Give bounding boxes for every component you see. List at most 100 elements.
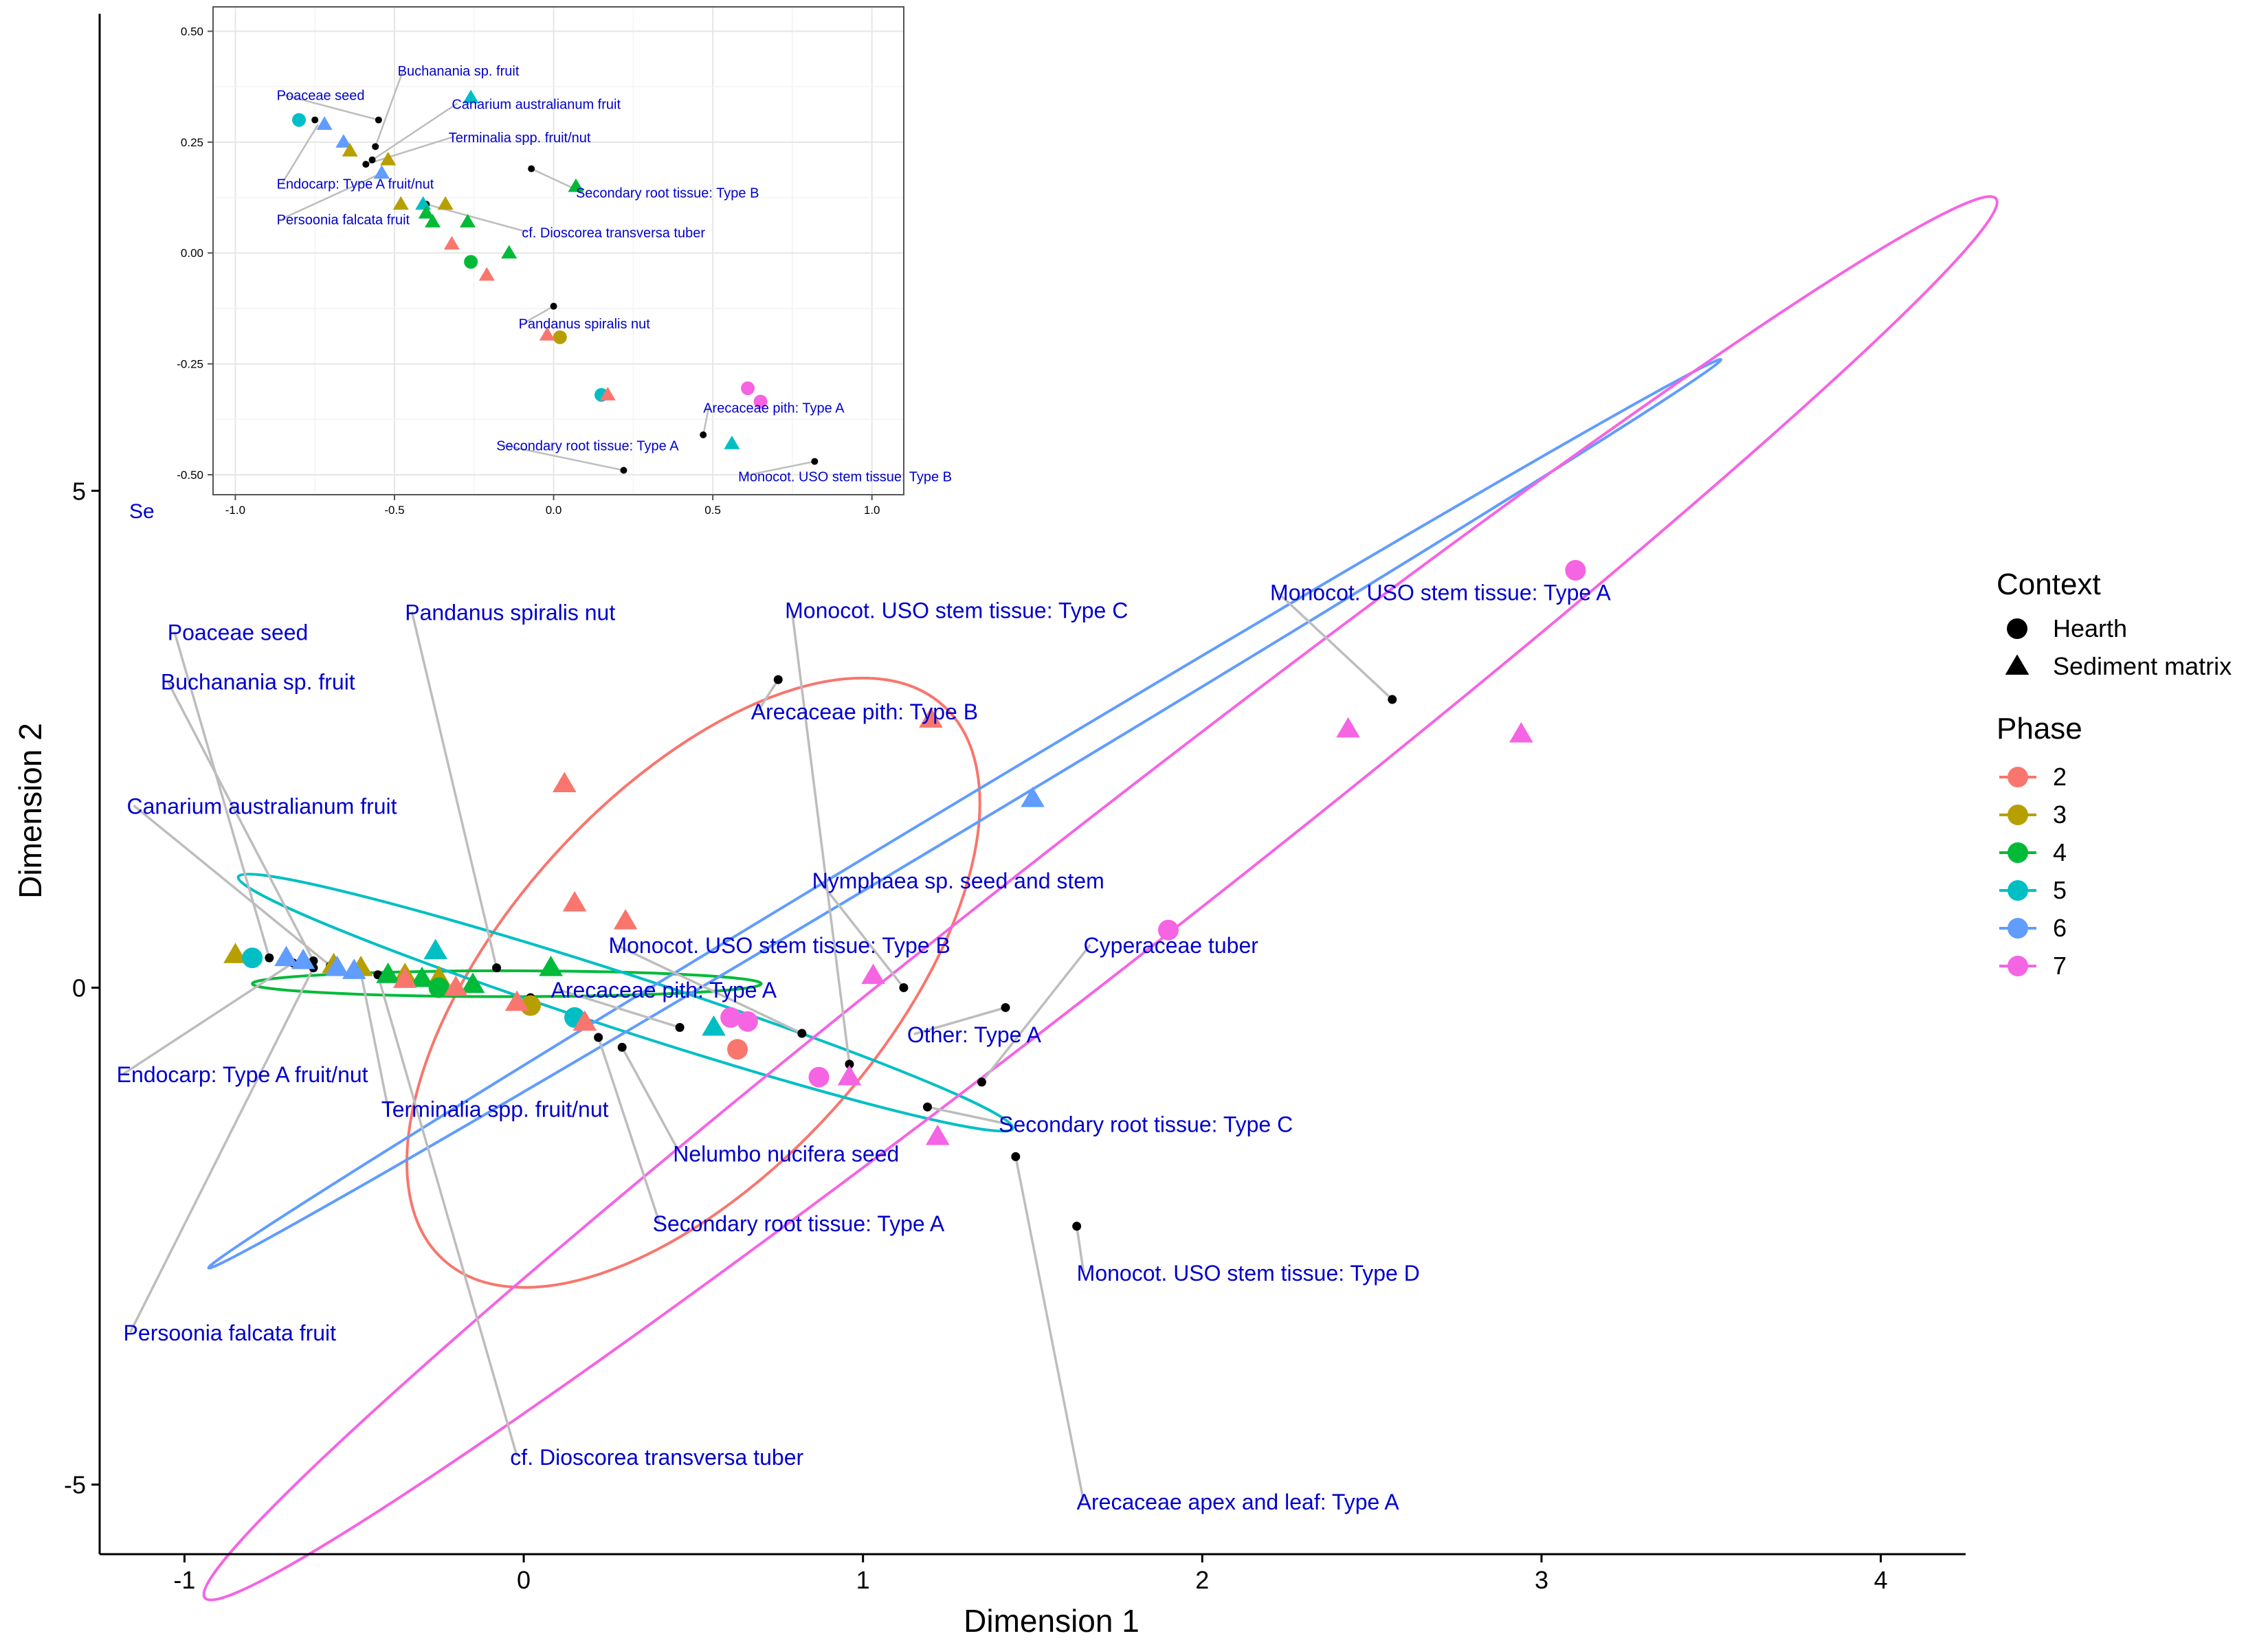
inset-point-triangle-phase-6-1 (316, 116, 333, 131)
inset-data-points (292, 89, 768, 449)
confidence-ellipses (202, 195, 1999, 1602)
inset-label-pandanus-spiralis-nut: Pandanus spiralis nut (519, 317, 651, 332)
point-triangle-phase-7-36 (1336, 717, 1360, 738)
inset-point-circle-phase-3-18 (553, 330, 567, 344)
inset-y-tick-label: 0.50 (181, 25, 203, 38)
inset-hearth-dot-5 (528, 165, 535, 172)
legend-item-phase-7: 7 (2053, 952, 2067, 980)
data-points (223, 560, 1586, 1145)
hearth-dot-14 (675, 1022, 685, 1032)
legend-item-hearth: Hearth (2053, 614, 2127, 642)
inset-hearth-dot-1 (375, 116, 382, 124)
legend-item-phase-2: 2 (2053, 763, 2067, 791)
inset-point-triangle-phase-5-6 (463, 89, 479, 104)
inset-point-circle-phase-7-22 (741, 381, 755, 396)
legend-phase-title: Phase (1997, 712, 2082, 745)
leader-pandanus-spiralis-nut (410, 611, 498, 968)
y-tick-label: 5 (72, 477, 86, 505)
point-circle-phase-5-6 (242, 947, 263, 969)
inset-x-tick-label: 0.5 (704, 504, 721, 517)
inset-label-monocot-uso-stem-tissue-type-b: Monocot. USO stem tissue: Type B (738, 470, 952, 485)
label-monocot-uso-stem-tissue-type-b: Monocot. USO stem tissue: Type B (608, 933, 950, 958)
inset-y-tick-label: 0.00 (181, 247, 203, 260)
label-nymphaea-sp-seed-and-stem: Nymphaea sp. seed and stem (812, 868, 1104, 893)
label-endocarp-type-a-fruit-nut: Endocarp: Type A fruit/nut (117, 1062, 368, 1087)
inset-hearth-dot-3 (362, 161, 370, 168)
legend-key-sediment-matrix (2005, 654, 2030, 675)
point-triangle-phase-6-16 (291, 948, 315, 969)
label-monocot-uso-stem-tissue-type-a: Monocot. USO stem tissue: Type A (1270, 580, 1611, 605)
label-cyperaceae-tuber: Cyperaceae tuber (1084, 933, 1259, 958)
point-triangle-phase-7-32 (837, 1065, 862, 1086)
label-pandanus-spiralis-nut: Pandanus spiralis nut (405, 600, 615, 625)
y-axis-title: Dimension 2 (12, 723, 48, 899)
hearth-dot-13 (977, 1077, 986, 1087)
inset-leader-persoonia-falcata-fruit (282, 172, 382, 220)
x-tick-label: 3 (1535, 1566, 1548, 1594)
ellipse-phase-2 (405, 676, 981, 1289)
hearth-dot-15 (1001, 1002, 1010, 1012)
clipped-label: Se (129, 500, 155, 523)
inset-y-tick-label: -0.50 (177, 469, 203, 482)
label-canarium-australianum-fruit: Canarium australianum fruit (126, 794, 397, 818)
inset-point-triangle-phase-3-4 (380, 151, 397, 166)
inset-point-triangle-phase-3-8 (437, 196, 454, 210)
inset-hearth-dot-2 (372, 143, 379, 150)
point-circle-phase-7-31 (808, 1066, 830, 1088)
inset-y-tick-label: -0.25 (177, 358, 203, 371)
hearth-dot-17 (617, 1042, 627, 1052)
point-circle-phase-7-38 (1565, 560, 1586, 581)
label-leader-lines (122, 591, 1393, 1502)
leader-other-type-a (913, 1006, 1006, 1035)
leader-nymphaea-sp-seed-and-stem (818, 879, 905, 989)
point-circle-phase-7-30 (737, 1011, 758, 1032)
legend-item-phase-5: 5 (2053, 876, 2067, 904)
label-arecaceae-apex-and-leaf-type-a: Arecaceae apex and leaf: Type A (1077, 1490, 1400, 1514)
point-triangle-phase-5-9 (702, 1015, 726, 1036)
inset-leader-poaceae-seed (282, 93, 379, 121)
x-tick-label: 4 (1874, 1566, 1888, 1594)
leader-persoonia-falcata-fruit (129, 967, 315, 1333)
inset-label-terminalia-spp-fruit-nut: Terminalia spp. fruit/nut (449, 131, 591, 146)
point-circle-phase-7-35 (1157, 919, 1179, 941)
hearth-dot-11 (899, 983, 909, 993)
x-axis-title: Dimension 1 (964, 1603, 1139, 1639)
label-terminalia-spp-fruit-nut: Terminalia spp. fruit/nut (381, 1097, 609, 1122)
leader-nelumbo-nucifera-seed (621, 1046, 681, 1154)
label-monocot-uso-stem-tissue-type-d: Monocot. USO stem tissue: Type D (1077, 1261, 1420, 1286)
inset-leader-monocot-uso-stem-tissue-type-b (743, 460, 815, 477)
point-triangle-phase-2-24 (613, 908, 638, 930)
point-triangle-phase-4-10 (410, 966, 434, 987)
inset-x-tick-label: 0.0 (546, 504, 562, 517)
point-circle-phase-2-27 (727, 1039, 748, 1060)
ellipse-phase-7 (202, 195, 1999, 1602)
inset-point-circle-phase-4-16 (464, 255, 478, 269)
inset-point-triangle-phase-6-2 (335, 134, 352, 148)
inset-label-buchanania-sp-fruit: Buchanania sp. fruit (398, 64, 520, 79)
label-monocot-uso-stem-tissue-type-c: Monocot. USO stem tissue: Type C (785, 598, 1128, 622)
point-triangle-phase-4-14 (539, 955, 563, 976)
hearth-dot-0 (265, 953, 274, 963)
hearth-dot-18 (594, 1033, 603, 1042)
label-other-type-a: Other: Type A (907, 1022, 1042, 1047)
legend-item-phase-4: 4 (2053, 838, 2067, 866)
point-triangle-phase-2-23 (562, 890, 587, 912)
x-tick-label: -1 (173, 1566, 195, 1594)
ellipse-phase-4 (251, 969, 763, 998)
inset-label-endocarp-type-a-fruit-nut: Endocarp: Type A fruit/nut (277, 177, 434, 192)
inset-point-triangle-phase-5-24 (724, 435, 740, 449)
leader-monocot-uso-stem-tissue-type-a (1276, 591, 1393, 701)
inset-leader-canarium-australianum-fruit (365, 102, 458, 166)
y-tick-label: 0 (72, 974, 86, 1002)
leader-terminalia-spp-fruit-nut (359, 972, 390, 1109)
inset-frame-bg (213, 7, 904, 495)
legend-key-phase-3 (2008, 805, 2028, 825)
leader-arecaceae-pith-type-b (757, 679, 779, 712)
inset-hearth-dot-9 (620, 467, 627, 474)
leader-canarium-australianum-fruit (133, 805, 331, 967)
leader-monocot-uso-stem-tissue-type-d (1075, 1226, 1085, 1273)
x-tick-label: 1 (856, 1566, 870, 1594)
inset-label-leader-lines (281, 69, 815, 477)
leader-cf-dioscorea-transversa-tuber (377, 974, 518, 1457)
inset-label-poaceae-seed: Poaceae seed (277, 89, 365, 104)
